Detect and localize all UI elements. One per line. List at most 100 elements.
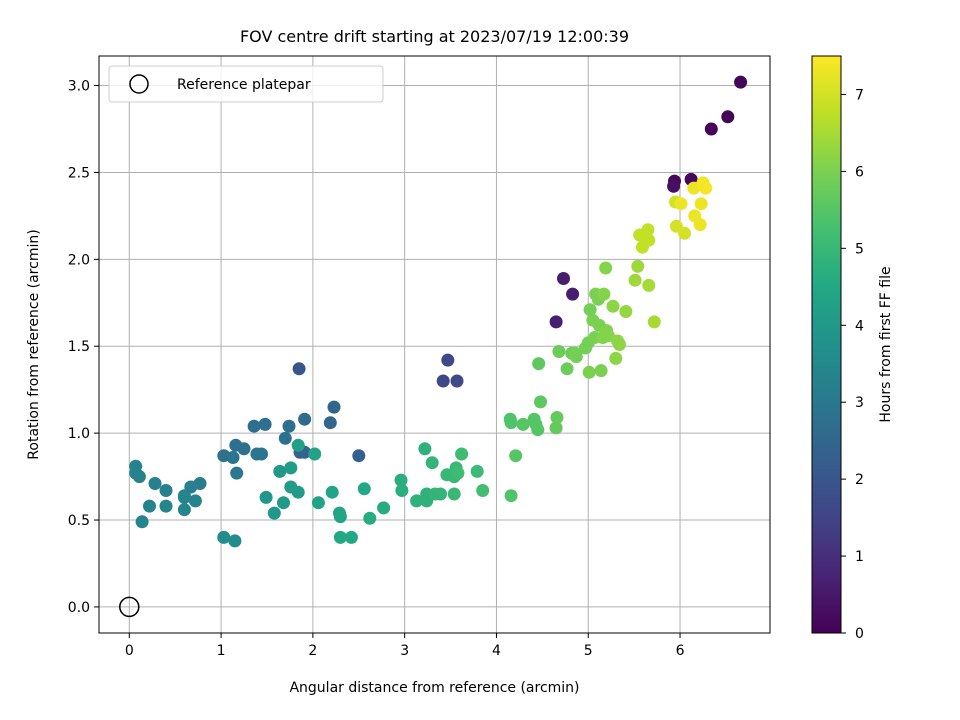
data-point (504, 416, 518, 430)
data-point (674, 197, 688, 211)
data-point (267, 506, 281, 520)
data-point (549, 315, 563, 329)
x-tick-label: 5 (584, 643, 593, 659)
data-point (308, 447, 322, 461)
colorbar-label: Hours from first FF file (878, 266, 894, 422)
data-point (217, 530, 231, 544)
data-point (470, 464, 484, 478)
data-point (599, 261, 613, 275)
data-point (534, 395, 547, 409)
data-point (619, 305, 633, 318)
data-point (395, 484, 409, 497)
x-axis-label: Angular distance from reference (arcmin) (289, 680, 579, 696)
data-point (135, 515, 149, 529)
colorbar-ticks: 0 1 2 3 4 5 6 7 (841, 87, 864, 642)
y-tick-label: 0.5 (68, 513, 90, 529)
x-tick-label: 4 (492, 643, 501, 659)
data-point (557, 272, 570, 285)
colorbar-frame (811, 55, 842, 634)
data-point (425, 456, 439, 470)
legend-box (108, 65, 384, 103)
data-point (516, 417, 530, 431)
colorbar-tick-label: 2 (855, 472, 864, 488)
data-point (278, 431, 292, 445)
grid (99, 56, 770, 633)
colorbar-tick-label: 7 (855, 87, 864, 103)
data-point (258, 417, 272, 431)
y-tick-label: 3.0 (68, 79, 90, 95)
data-point (129, 466, 143, 480)
data-point (323, 416, 337, 430)
scatter-points (119, 75, 748, 618)
y-tick-label: 2.0 (68, 252, 90, 268)
y-axis-label: Rotation from reference (arcmin) (26, 229, 42, 459)
data-point (436, 374, 450, 388)
data-point (394, 473, 408, 487)
data-point (311, 496, 325, 510)
data-point (476, 484, 490, 497)
chart-title: FOV centre drift starting at 2023/07/19 … (240, 27, 629, 46)
data-point (531, 423, 545, 437)
data-point (327, 400, 341, 414)
data-point (734, 75, 748, 89)
y-tick-label: 0.0 (68, 600, 90, 616)
data-point (291, 485, 305, 499)
data-point (344, 530, 358, 544)
data-point (667, 179, 681, 193)
data-point (721, 110, 735, 124)
x-tick-label: 3 (400, 643, 409, 659)
data-point (641, 223, 655, 237)
colorbar-tick-label: 5 (855, 241, 864, 257)
data-point (188, 494, 202, 508)
data-point (434, 487, 447, 501)
y-axis: 0.0 0.5 1.0 1.5 2.0 2.5 3.0 (68, 79, 99, 616)
data-point (583, 303, 597, 317)
data-point (148, 477, 162, 490)
x-tick-label: 1 (217, 643, 226, 659)
data-point (631, 259, 645, 273)
data-point (509, 449, 523, 463)
data-point (247, 419, 261, 433)
data-point (177, 503, 191, 517)
data-point (647, 315, 661, 329)
colorbar-gradient (812, 56, 841, 633)
x-tick-label: 2 (308, 643, 317, 659)
data-point (291, 438, 305, 452)
data-point (143, 499, 156, 513)
colorbar: 0 1 2 3 4 5 6 7 Hours from first FF file (811, 55, 894, 642)
data-point (552, 345, 566, 358)
data-point (228, 534, 242, 548)
legend: Reference platepar (108, 65, 384, 103)
data-point (298, 412, 312, 426)
data-point (237, 442, 251, 456)
data-point (159, 499, 173, 513)
data-point (532, 357, 546, 371)
data-point (704, 122, 718, 136)
data-point (333, 510, 347, 524)
legend-label: Reference platepar (177, 77, 311, 93)
data-point (613, 338, 626, 351)
data-point (609, 351, 623, 365)
x-axis: 0 1 2 3 4 5 6 (125, 633, 685, 659)
data-point (292, 362, 306, 376)
reference-platepar-marker (119, 596, 140, 618)
data-point (377, 501, 391, 515)
y-tick-label: 2.5 (68, 165, 90, 181)
data-point (594, 364, 608, 378)
plot-area (98, 55, 771, 634)
data-point (447, 487, 461, 501)
data-point (277, 496, 290, 510)
data-point (606, 299, 620, 313)
legend-marker (129, 74, 149, 94)
x-tick-label: 6 (676, 643, 685, 659)
data-point (250, 447, 264, 461)
data-point (693, 218, 707, 232)
data-point (642, 278, 656, 292)
data-point (597, 287, 611, 301)
data-point (550, 411, 564, 424)
data-point (569, 350, 583, 364)
data-point (451, 466, 465, 480)
data-point (177, 490, 191, 504)
x-tick-label: 0 (125, 643, 134, 659)
